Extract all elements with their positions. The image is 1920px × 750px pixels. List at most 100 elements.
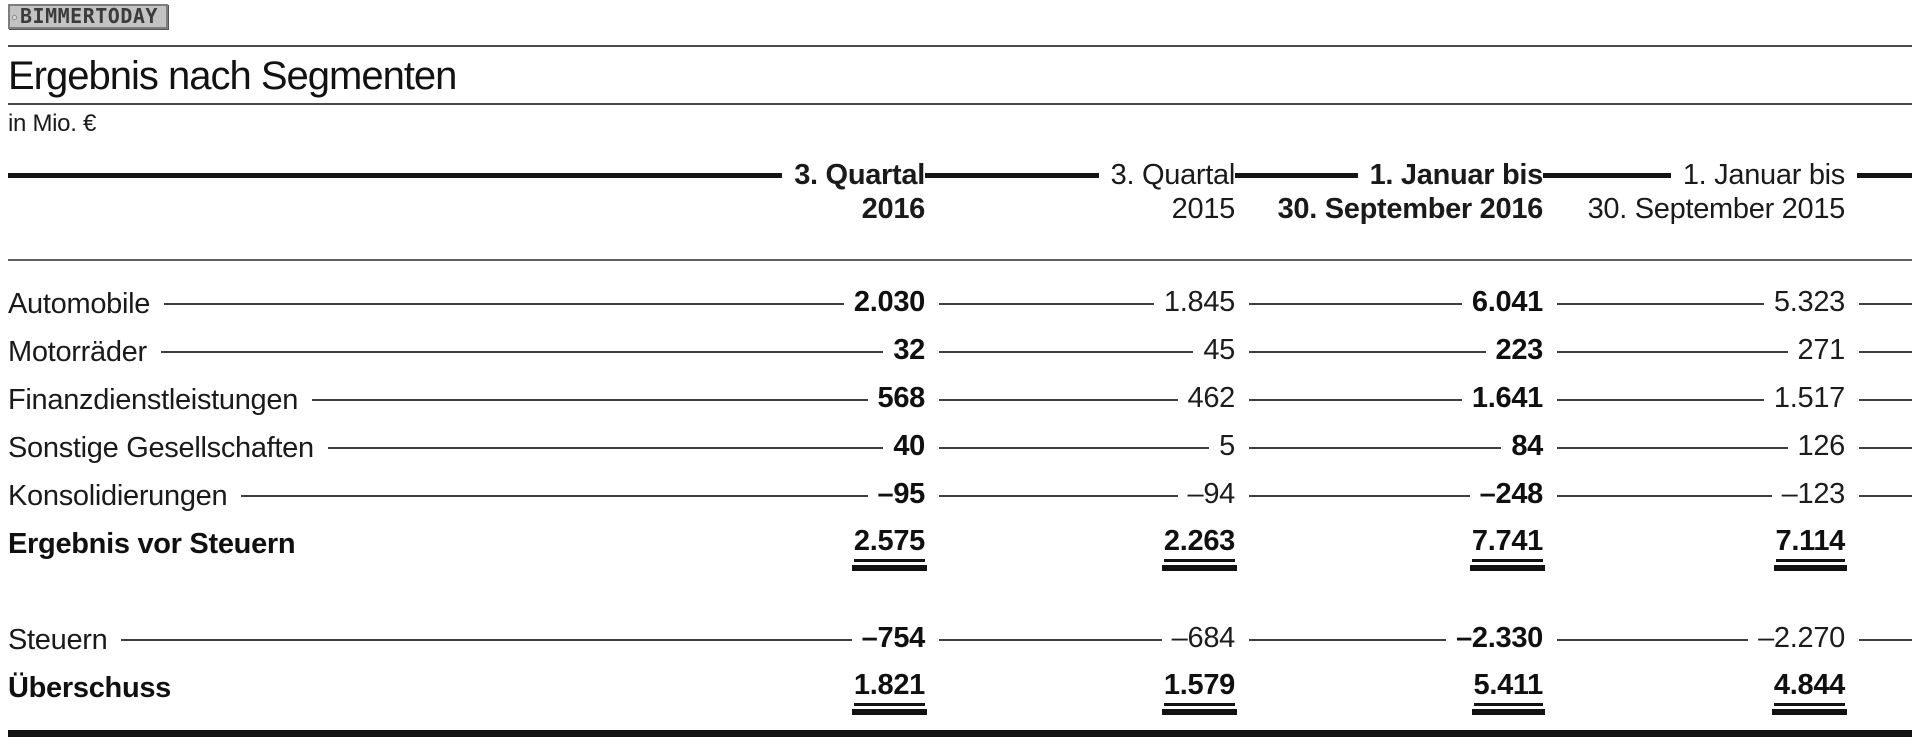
leader-line bbox=[1557, 399, 1764, 401]
value-cell-total: 4.844 bbox=[1771, 670, 1848, 715]
table-row-automobile: Automobile 2.030 1.845 6.041 5.323 bbox=[8, 280, 1912, 328]
header-rule-segment bbox=[1543, 172, 1671, 178]
value-cell: 568 bbox=[877, 382, 926, 414]
leader-line bbox=[1859, 495, 1912, 497]
leader-line bbox=[939, 303, 1154, 305]
column-header-year: 2015 bbox=[1171, 192, 1236, 225]
column-header-line2: 2016 2015 30. September 2016 30. Septemb… bbox=[8, 191, 1912, 227]
table-row-konsolidierungen: Konsolidierungen –95 –94 –248 –123 bbox=[8, 472, 1912, 520]
leader-line bbox=[1557, 447, 1788, 449]
value-cell: 45 bbox=[1203, 334, 1235, 366]
value-cell-total: 5.411 bbox=[1471, 670, 1546, 715]
value-cell: 84 bbox=[1511, 430, 1543, 462]
leader-line bbox=[164, 303, 844, 305]
row-label: Ergebnis vor Steuern bbox=[8, 527, 296, 560]
value-cell: –123 bbox=[1781, 478, 1846, 510]
divider-top bbox=[8, 45, 1912, 47]
leader-line bbox=[241, 495, 868, 497]
leader-line bbox=[939, 351, 1194, 353]
value-cell: –248 bbox=[1479, 478, 1544, 510]
column-header-year: 30. September 2016 bbox=[1277, 192, 1544, 225]
row-label: Automobile bbox=[8, 287, 151, 320]
unit-label: in Mio. € bbox=[8, 110, 97, 137]
value-cell-total: 1.579 bbox=[1161, 670, 1238, 715]
leader-line bbox=[1557, 351, 1788, 353]
value-cell: 40 bbox=[893, 430, 925, 462]
table-row-steuern: Steuern –754 –684 –2.330 –2.270 bbox=[8, 616, 1912, 664]
column-header-line1: 3. Quartal 3. Quartal 1. Januar bis 1. J… bbox=[8, 159, 1912, 191]
header-cell-ytd-2016: 1. Januar bis bbox=[1235, 159, 1543, 191]
leader-line bbox=[1249, 351, 1486, 353]
leader-line bbox=[1249, 447, 1502, 449]
value-cell: 126 bbox=[1797, 430, 1846, 462]
column-header-year: 2016 bbox=[861, 192, 926, 225]
value-cell: –95 bbox=[877, 478, 926, 510]
leader-line bbox=[939, 639, 1162, 641]
header-rule-segment bbox=[925, 172, 1099, 178]
value-cell-total: 2.263 bbox=[1161, 526, 1238, 571]
value-cell: 32 bbox=[893, 334, 925, 366]
divider-under-header bbox=[8, 259, 1912, 261]
leader-line bbox=[1859, 399, 1912, 401]
logo-text: BIMMERTODAY bbox=[20, 4, 158, 28]
divider-under-title bbox=[8, 103, 1912, 105]
section-gap bbox=[8, 568, 1912, 616]
segment-table: Automobile 2.030 1.845 6.041 5.323 Motor… bbox=[8, 280, 1912, 715]
leader-line bbox=[1859, 639, 1912, 641]
value-cell: 1.517 bbox=[1773, 382, 1845, 414]
bimmertoday-logo: BIMMERTODAY bbox=[8, 4, 168, 29]
value-cell: 1.845 bbox=[1163, 286, 1235, 318]
column-header: 1. Januar bis bbox=[1682, 158, 1845, 191]
leader-line bbox=[1557, 639, 1749, 641]
column-header: 3. Quartal bbox=[794, 158, 925, 191]
header-cell-ytd-2015: 1. Januar bis bbox=[1543, 159, 1845, 191]
value-cell-total: 7.741 bbox=[1469, 526, 1546, 571]
leader-line bbox=[1557, 495, 1772, 497]
page-title: Ergebnis nach Segmenten bbox=[8, 54, 457, 98]
leader-line bbox=[1859, 351, 1912, 353]
leader-line bbox=[121, 639, 852, 641]
value-cell: –684 bbox=[1171, 622, 1236, 654]
value-cell: 6.041 bbox=[1471, 286, 1543, 318]
value-cell: –2.270 bbox=[1758, 622, 1845, 654]
value-cell: –2.330 bbox=[1456, 622, 1543, 654]
row-label: Überschuss bbox=[8, 671, 172, 704]
column-header: 3. Quartal bbox=[1110, 158, 1236, 191]
table-row-motorraeder: Motorräder 32 45 223 271 bbox=[8, 328, 1912, 376]
leader-line bbox=[939, 447, 1210, 449]
value-cell-total: 7.114 bbox=[1773, 526, 1848, 571]
header-cell-ytd-2016-range: 30. September 2016 bbox=[1235, 191, 1544, 227]
row-label: Steuern bbox=[8, 623, 108, 656]
value-cell: 462 bbox=[1187, 382, 1236, 414]
leader-line bbox=[327, 447, 884, 449]
header-rule-segment bbox=[1235, 172, 1358, 178]
value-cell: 1.641 bbox=[1471, 382, 1543, 414]
row-label: Finanzdienstleistungen bbox=[8, 383, 299, 416]
table-row-sonstige-gesellschaften: Sonstige Gesellschaften 40 5 84 126 bbox=[8, 424, 1912, 472]
header-cell-q3-2015-year: 2015 bbox=[925, 191, 1236, 227]
header-rule-segment bbox=[8, 172, 783, 178]
leader-line bbox=[1249, 303, 1462, 305]
leader-line bbox=[312, 399, 868, 401]
leader-line bbox=[1859, 303, 1912, 305]
plate-bolt-icon bbox=[12, 15, 17, 20]
table-row-finanzdienstleistungen: Finanzdienstleistungen 568 462 1.641 1.5… bbox=[8, 376, 1912, 424]
row-label: Konsolidierungen bbox=[8, 479, 228, 512]
divider-bottom bbox=[8, 730, 1912, 737]
leader-line bbox=[1859, 447, 1912, 449]
leader-line bbox=[1249, 399, 1462, 401]
leader-line bbox=[939, 495, 1178, 497]
value-cell: –754 bbox=[861, 622, 926, 654]
value-cell: 223 bbox=[1495, 334, 1544, 366]
header-trailing-rule bbox=[1845, 159, 1912, 191]
value-cell: 271 bbox=[1797, 334, 1846, 366]
header-cell-q3-2015: 3. Quartal bbox=[925, 159, 1235, 191]
table-row-ueberschuss: Überschuss 1.821 1.579 5.411 4.844 bbox=[8, 664, 1912, 715]
value-cell: 5 bbox=[1219, 430, 1235, 462]
row-label: Sonstige Gesellschaften bbox=[8, 431, 314, 464]
leader-line bbox=[939, 399, 1178, 401]
leader-line bbox=[1557, 303, 1764, 305]
value-cell-total: 2.575 bbox=[851, 526, 928, 571]
table-row-ergebnis-vor-steuern: Ergebnis vor Steuern 2.575 2.263 7.741 7… bbox=[8, 520, 1912, 571]
value-cell: –94 bbox=[1187, 478, 1236, 510]
